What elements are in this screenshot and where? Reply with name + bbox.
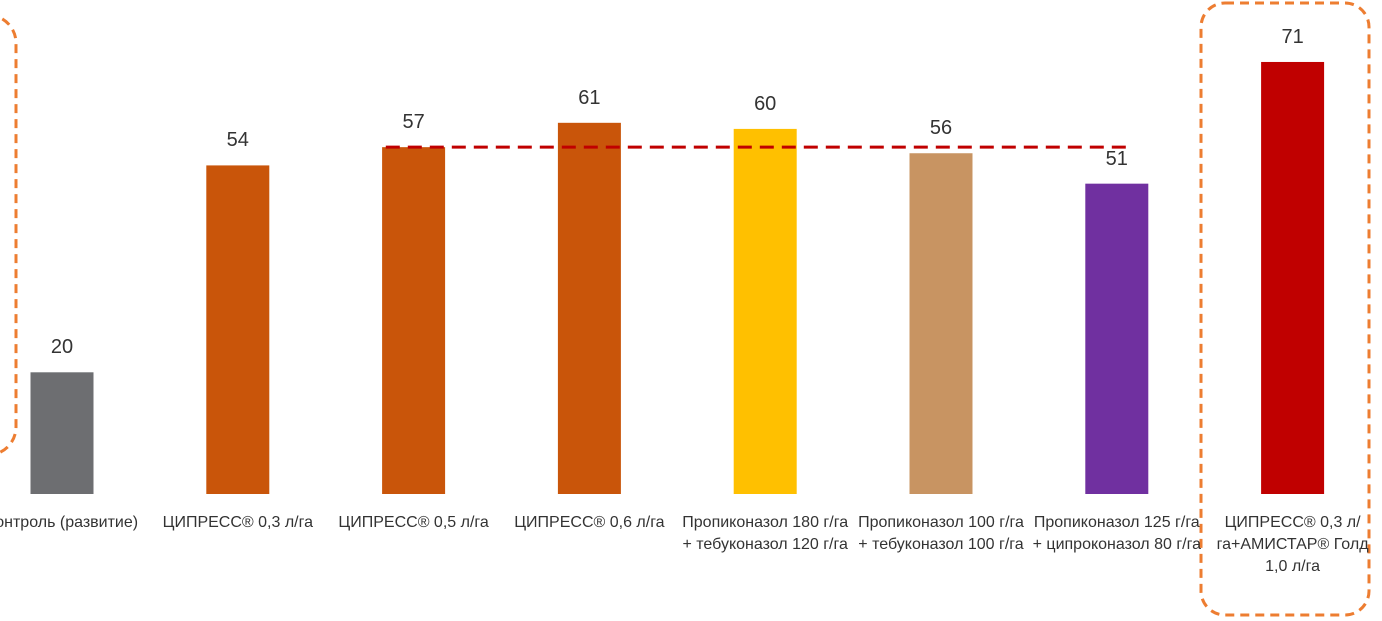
value-label: 60 — [754, 92, 777, 115]
value-label: 51 — [1105, 147, 1128, 170]
x-tick-label: ЦИПРЕСС® 0,3 л/га — [162, 514, 313, 531]
highlight-box-left — [0, 16, 18, 454]
value-label: 71 — [1281, 25, 1304, 48]
highlight-box-right — [1199, 1, 1371, 617]
bar — [909, 153, 973, 495]
value-label: 61 — [578, 86, 601, 109]
value-label: 56 — [929, 117, 953, 140]
bar — [382, 147, 446, 494]
bar — [557, 122, 621, 494]
x-tick-label: Пропиконазол 100 г/га + тебуконазол 100 … — [858, 514, 1024, 553]
bar — [733, 128, 797, 494]
value-label: 54 — [226, 129, 249, 152]
x-tick-label: Пропиконазол 180 г/га + тебуконазол 120 … — [682, 514, 849, 553]
value-label: 20 — [50, 336, 74, 359]
bar — [30, 372, 94, 494]
x-tick-label: ЦИПРЕСС® 0,3 л/га+АМИСТАР® Голд 1,0 л/га — [1216, 514, 1369, 575]
bar — [206, 165, 270, 494]
x-tick-label: Пропиконазол 125 г/га + ципроконазол 80 … — [1032, 514, 1201, 553]
x-tick-label: Контроль (развитие) — [0, 514, 139, 531]
bar — [1085, 183, 1149, 495]
bar — [1261, 61, 1325, 495]
x-tick-label: ЦИПРЕСС® 0,6 л/га — [514, 514, 665, 531]
x-tick-label: ЦИПРЕСС® 0,5 л/га — [338, 514, 489, 531]
value-label: 57 — [402, 111, 425, 134]
